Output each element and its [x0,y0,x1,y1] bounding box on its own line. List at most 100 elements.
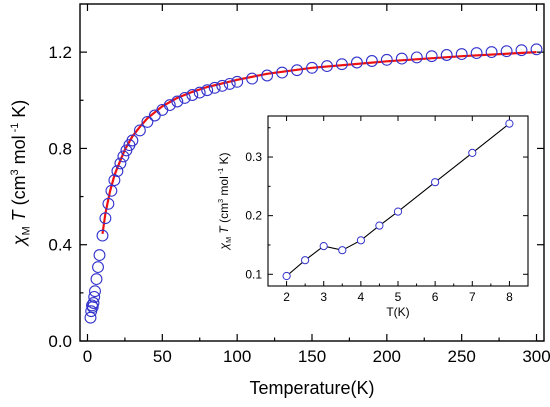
main-x-tick-label: 0 [83,347,92,366]
main-data-point [178,91,191,104]
main-data-point [530,43,543,56]
main-data-point [261,69,274,82]
main-data-point [380,53,393,66]
inset-data-point [282,271,291,281]
main-data-point [114,157,127,170]
inset-data-point [393,207,403,216]
main-data-point [425,50,438,63]
inset-data-point [505,119,514,128]
y-label-unit1: (cm [9,175,29,210]
inset-x-tick-label: 4 [358,290,365,304]
main-data-point [470,47,483,60]
inset-data-point [301,256,310,265]
inset-data-point [375,221,384,230]
main-x-tick-label: 300 [522,347,550,366]
main-data-point [87,297,100,309]
y-label-t: T [9,208,29,226]
main-data-point [111,165,124,178]
inset-data-point [338,246,347,255]
inset-x-tick-label: 6 [432,290,439,304]
y-label-sub: M [224,237,233,243]
main-y-tick-label: 1.2 [48,43,72,62]
inset-frame [267,115,529,287]
main-data-point [216,79,229,92]
inset-data-point [468,148,477,157]
main-data-point [223,77,236,90]
main-y-tick-label: 0.4 [48,236,72,255]
main-data-point [105,184,118,197]
inset-x-tick-label: 3 [320,290,327,304]
main-y-axis-label: χM T (cm3 mol -1 K) [9,100,33,247]
main-data-point [291,64,303,77]
main-x-tick-label: 150 [298,347,326,366]
main-data-point [276,66,289,79]
main-data-point [102,197,115,210]
inset-connecting-line [286,123,510,277]
main-data-point [500,45,513,58]
main-data-point [96,229,109,242]
main-data-point [365,55,378,67]
main-data-point [126,134,139,147]
main-data-point [335,58,348,71]
main-data-point [395,52,408,65]
main-data-point [201,84,214,97]
y-label-unit3: K) [9,100,29,123]
inset-data-point [319,242,328,251]
inset-y-axis-label: χM T (cm3 mol -1 K) [216,153,233,251]
main-data-point [440,49,453,61]
main-data-point [133,124,146,137]
main-x-tick-label: 50 [153,347,172,366]
inset-x-tick-label: 8 [506,290,513,304]
y-label-chi: χ [217,242,231,250]
main-data-point [171,95,184,108]
main-x-tick-label: 200 [373,347,401,366]
main-data-point [455,48,468,61]
main-y-tick-label: 0.0 [48,332,72,351]
main-data-point [148,109,161,122]
main-data-point [141,115,154,128]
main-data-point [306,61,318,74]
main-data-point [92,261,104,274]
main-x-tick-label: 250 [447,347,475,366]
inset-x-tick-label: 5 [395,290,402,304]
y-label-unit2: mol [217,176,231,199]
main-data-point [108,174,121,187]
inset-y-tick-label: 0.1 [245,267,262,281]
main-data-point [208,81,221,94]
main-data-point [99,212,112,225]
y-label-sup1: 3 [216,199,225,203]
y-label-sup2: -1 [216,168,225,176]
main-x-tick-label: 100 [223,347,251,366]
y-label-unit2: mol [9,135,29,169]
inset-data-point [431,178,440,187]
y-label-sup2: -1 [9,123,21,136]
main-x-axis-label: Temperature(K) [249,378,374,398]
main-data-point [515,44,528,57]
main-data-point [117,150,130,163]
main-data-point [93,249,106,262]
y-label-sub: M [21,226,33,235]
inset-x-axis-label: T(K) [386,305,409,319]
main-data-point [186,89,199,101]
y-label-chi: χ [9,234,29,247]
main-y-tick-label: 0.8 [48,139,72,158]
main-data-point [246,72,259,85]
main-data-point [163,99,176,112]
inset-y-tick-label: 0.2 [245,209,262,223]
main-data-point [88,290,101,303]
inset-plot: 2 3 4 5 6 7 80.10.20.3T(K)χM T (cm3 mol -1 K) [216,115,529,319]
y-label-t: T [217,225,231,237]
main-data-point [90,273,103,286]
inset-x-tick-label: 7 [469,290,476,304]
main-data-point [485,46,498,59]
y-label-sup1: 3 [9,169,21,175]
main-data-point [410,51,423,64]
inset-data-point [356,236,365,245]
inset-x-tick-label: 2 [283,290,290,304]
main-data-point [231,75,244,88]
main-data-point [193,86,206,99]
main-data-point [89,285,101,298]
y-label-unit3: K) [217,153,231,168]
y-label-unit1: (cm [217,203,231,226]
